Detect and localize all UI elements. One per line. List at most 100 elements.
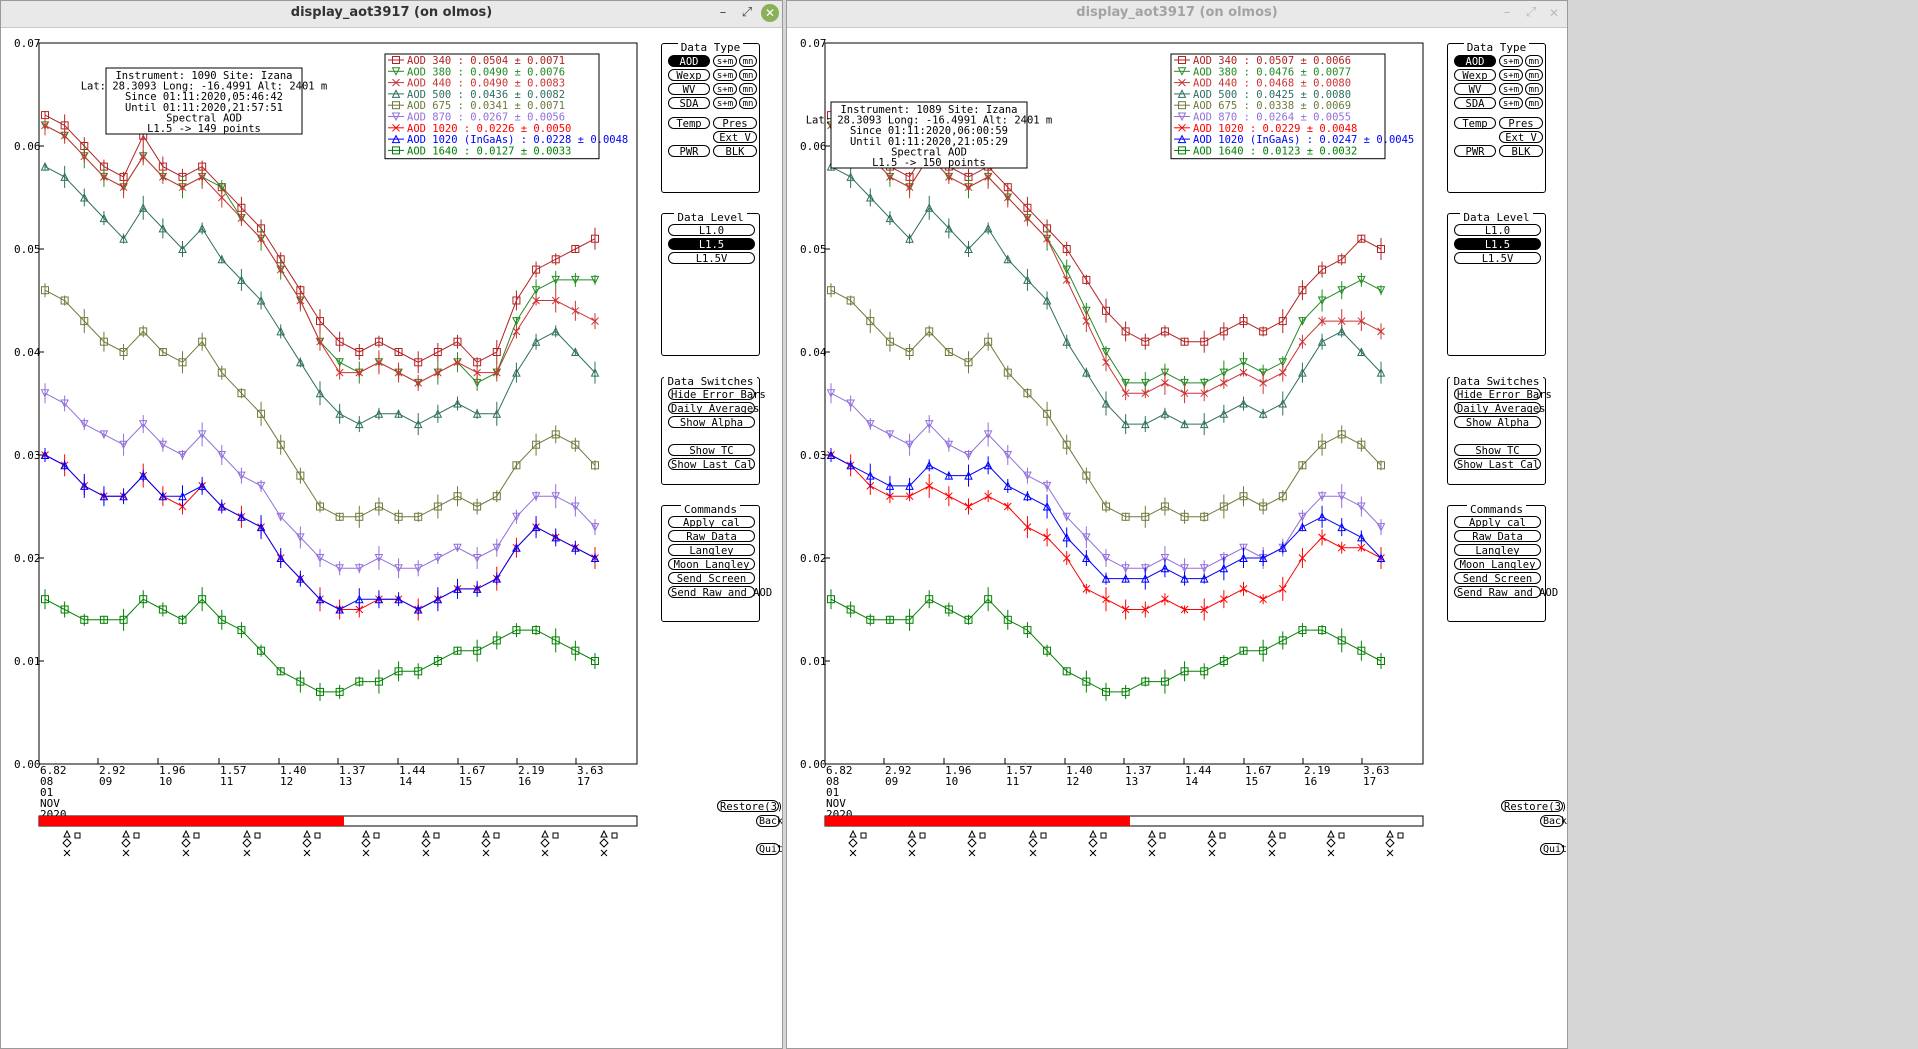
blk-button[interactable]: BLK	[713, 145, 757, 158]
send-screen-button[interactable]: Send Screen	[668, 572, 755, 585]
title-bar[interactable]: display_aot3917 (on olmos) – ⤢ ✕	[1, 1, 782, 28]
restore-button[interactable]: Restore(3)	[717, 800, 782, 813]
data-point	[1180, 378, 1189, 388]
data-point	[276, 326, 286, 336]
hide-error-bars-button[interactable]: Hide Error Bars	[1454, 388, 1552, 401]
level-l15v-button[interactable]: L1.5V	[668, 252, 755, 265]
data-point	[1298, 554, 1307, 562]
close-icon[interactable]: ✕	[1548, 6, 1560, 20]
extv-button[interactable]: Ext V	[1499, 131, 1543, 144]
daily-averages-button[interactable]: Daily Averages	[1454, 402, 1546, 415]
wexp-mn-button[interactable]: mn	[739, 69, 757, 81]
daily-averages-button[interactable]: Daily Averages	[668, 402, 760, 415]
title-bar[interactable]: display_aot3917 (on olmos) – ⤢ ✕	[787, 1, 1567, 28]
aod-mn-button[interactable]: mn	[739, 55, 757, 67]
maximize-icon[interactable]: ⤢	[1525, 5, 1537, 20]
sda-mn-button[interactable]: mn	[1525, 97, 1543, 109]
wexp-button[interactable]: Wexp	[1454, 69, 1496, 82]
series-8	[41, 587, 599, 701]
level-l15v-button[interactable]: L1.5V	[1454, 252, 1541, 265]
aod-sm-button[interactable]: s+m	[1499, 55, 1523, 67]
show-tc-button[interactable]: Show TC	[668, 444, 755, 457]
quit-button[interactable]: Quit	[756, 843, 782, 855]
diamond-marker	[967, 838, 977, 848]
wv-sm-button[interactable]: s+m	[1499, 83, 1523, 95]
level-l15-button[interactable]: L1.5	[668, 238, 755, 251]
send-raw-aod-button[interactable]: Send Raw and AOD	[668, 586, 772, 599]
send-screen-button[interactable]: Send Screen	[1454, 572, 1541, 585]
maximize-icon[interactable]: ⤢	[741, 5, 753, 20]
temp-button[interactable]: Temp	[668, 117, 710, 130]
pres-button[interactable]: Pres	[1499, 117, 1543, 130]
send-raw-aod-button[interactable]: Send Raw and AOD	[1454, 586, 1558, 599]
wexp-button[interactable]: Wexp	[668, 69, 710, 82]
wexp-mn-button[interactable]: mn	[1525, 69, 1543, 81]
wv-button[interactable]: WV	[1454, 83, 1496, 96]
langley-button[interactable]: Langley	[668, 544, 755, 557]
data-point	[138, 470, 148, 480]
back-button[interactable]: Back	[1540, 815, 1567, 827]
y-tick-label: 0.07	[800, 37, 827, 50]
wv-sm-button[interactable]: s+m	[713, 83, 737, 95]
sda-mn-button[interactable]: mn	[739, 97, 757, 109]
minimize-icon[interactable]: –	[719, 5, 727, 20]
data-point	[1377, 327, 1385, 336]
level-l10-button[interactable]: L1.0	[1454, 224, 1541, 237]
quit-button[interactable]: Quit	[1540, 843, 1567, 855]
raw-data-button[interactable]: Raw Data	[668, 530, 755, 543]
show-tc-button[interactable]: Show TC	[1454, 444, 1541, 457]
data-point	[591, 657, 599, 665]
data-point	[531, 492, 541, 501]
pwr-button[interactable]: PWR	[668, 145, 710, 158]
sda-button[interactable]: SDA	[1454, 97, 1496, 110]
aod-button[interactable]: AOD	[668, 55, 710, 68]
extv-button[interactable]: Ext V	[713, 131, 757, 144]
minimize-icon[interactable]: –	[1503, 5, 1511, 20]
aod-mn-button[interactable]: mn	[1525, 55, 1543, 67]
moon-langley-button[interactable]: Moon Langley	[668, 558, 755, 571]
show-last-cal-button[interactable]: Show Last Cal	[1454, 458, 1541, 471]
data-point	[1298, 626, 1307, 635]
sda-sm-button[interactable]: s+m	[713, 97, 737, 109]
blk-button[interactable]: BLK	[1499, 145, 1543, 158]
show-last-cal-button[interactable]: Show Last Cal	[668, 458, 755, 471]
aod-sm-button[interactable]: s+m	[713, 55, 737, 67]
x-tick-hour: 09	[885, 775, 898, 788]
data-point	[885, 337, 894, 346]
raw-data-button[interactable]: Raw Data	[1454, 530, 1541, 543]
pres-button[interactable]: Pres	[713, 117, 757, 130]
wexp-sm-button[interactable]: s+m	[713, 69, 737, 81]
apply-cal-button[interactable]: Apply cal	[668, 516, 755, 529]
show-alpha-button[interactable]: Show Alpha	[668, 416, 755, 429]
sda-sm-button[interactable]: s+m	[1499, 97, 1523, 109]
pwr-button[interactable]: PWR	[1454, 145, 1496, 158]
wv-mn-button[interactable]: mn	[739, 83, 757, 95]
restore-button[interactable]: Restore(3)	[1501, 800, 1567, 813]
triangle-marker	[303, 829, 311, 838]
triangle-marker	[243, 829, 251, 838]
data-point	[394, 368, 403, 377]
sda-button[interactable]: SDA	[668, 97, 710, 110]
level-l15-button[interactable]: L1.5	[1454, 238, 1541, 251]
temp-button[interactable]: Temp	[1454, 117, 1496, 130]
square-marker	[254, 832, 261, 839]
apply-cal-button[interactable]: Apply cal	[1454, 516, 1541, 529]
wv-button[interactable]: WV	[668, 83, 710, 96]
moon-langley-button[interactable]: Moon Langley	[1454, 558, 1541, 571]
triangle-marker	[1148, 829, 1156, 838]
wexp-sm-button[interactable]: s+m	[1499, 69, 1523, 81]
close-icon[interactable]: ✕	[761, 4, 779, 22]
langley-button[interactable]: Langley	[1454, 544, 1541, 557]
level-l10-button[interactable]: L1.0	[668, 224, 755, 237]
legend-entry: AOD 675 : 0.0341 ± 0.0071	[407, 100, 565, 112]
hide-error-bars-button[interactable]: Hide Error Bars	[668, 388, 766, 401]
wv-mn-button[interactable]: mn	[1525, 83, 1543, 95]
data-point	[178, 451, 187, 460]
data-point	[80, 615, 89, 624]
data-point	[197, 430, 207, 440]
show-alpha-button[interactable]: Show Alpha	[1454, 416, 1541, 429]
back-button[interactable]: Back	[756, 815, 782, 827]
aod-button[interactable]: AOD	[1454, 55, 1496, 68]
